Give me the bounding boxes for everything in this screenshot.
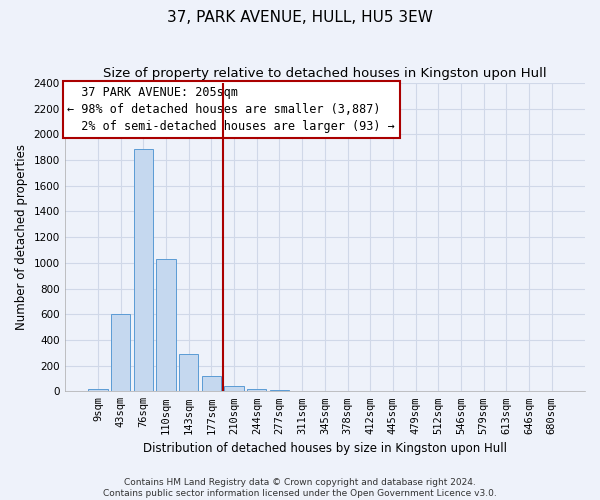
Bar [88, 390, 107, 392]
Bar [157, 259, 176, 392]
Text: 37, PARK AVENUE, HULL, HU5 3EW: 37, PARK AVENUE, HULL, HU5 3EW [167, 10, 433, 25]
Y-axis label: Number of detached properties: Number of detached properties [15, 144, 28, 330]
Text: Contains HM Land Registry data © Crown copyright and database right 2024.
Contai: Contains HM Land Registry data © Crown c… [103, 478, 497, 498]
Bar [111, 314, 130, 392]
Bar [134, 148, 153, 392]
Bar [270, 390, 289, 392]
Text: 37 PARK AVENUE: 205sqm
← 98% of detached houses are smaller (3,887)
  2% of semi: 37 PARK AVENUE: 205sqm ← 98% of detached… [67, 86, 395, 133]
Bar [202, 376, 221, 392]
Bar [247, 388, 266, 392]
Bar [224, 386, 244, 392]
Title: Size of property relative to detached houses in Kingston upon Hull: Size of property relative to detached ho… [103, 68, 547, 80]
Bar [179, 354, 199, 392]
X-axis label: Distribution of detached houses by size in Kingston upon Hull: Distribution of detached houses by size … [143, 442, 507, 455]
